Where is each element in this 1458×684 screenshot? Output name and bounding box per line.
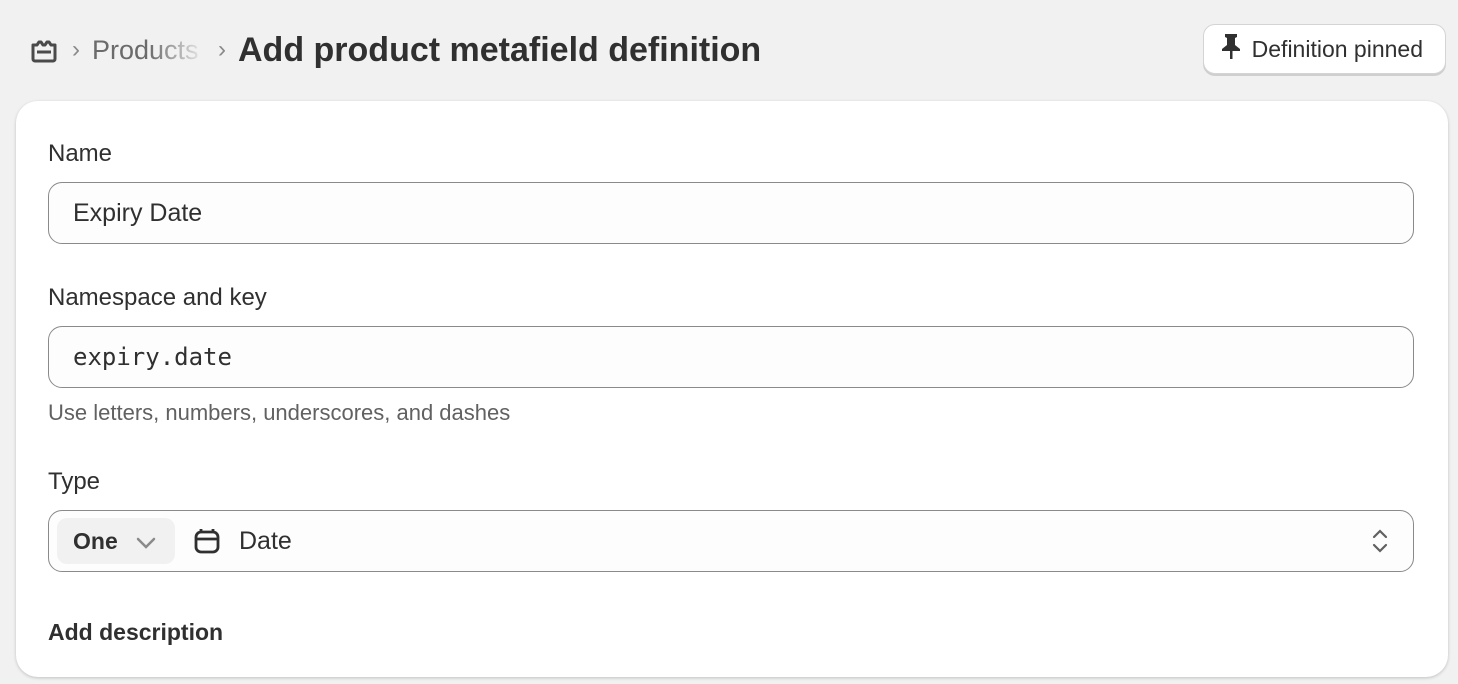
type-select[interactable]: One Date (48, 510, 1414, 572)
breadcrumb-separator: › (72, 36, 80, 63)
breadcrumb-products[interactable]: Products (92, 34, 199, 65)
calendar-icon (193, 527, 221, 555)
page-header: › Products › Add product metafield defin… (28, 22, 1448, 78)
name-input[interactable]: Expiry Date (48, 182, 1414, 244)
pin-icon (1220, 32, 1242, 66)
namespace-key-input[interactable]: expiry.date (48, 326, 1414, 388)
definition-pinned-label: Definition pinned (1251, 35, 1423, 62)
name-label: Name (48, 140, 113, 167)
select-arrows-icon (1371, 527, 1389, 562)
type-label: Type (48, 468, 101, 495)
type-value: Date (239, 526, 292, 555)
cardinality-value: One (73, 527, 118, 554)
namespace-help-text: Use letters, numbers, underscores, and d… (48, 400, 511, 425)
definition-form-card: Name Expiry Date Namespace and key expir… (16, 101, 1448, 677)
add-description-link[interactable]: Add description (48, 619, 224, 645)
namespace-label: Namespace and key (48, 284, 267, 311)
breadcrumb-separator: › (218, 36, 226, 63)
metafield-icon[interactable] (28, 34, 60, 66)
name-value: Expiry Date (73, 198, 203, 227)
namespace-value: expiry.date (73, 343, 232, 371)
cardinality-select[interactable]: One (57, 518, 175, 564)
chevron-down-icon (136, 528, 156, 555)
definition-pinned-button[interactable]: Definition pinned (1202, 24, 1446, 74)
page-title: Add product metafield definition (238, 30, 762, 69)
